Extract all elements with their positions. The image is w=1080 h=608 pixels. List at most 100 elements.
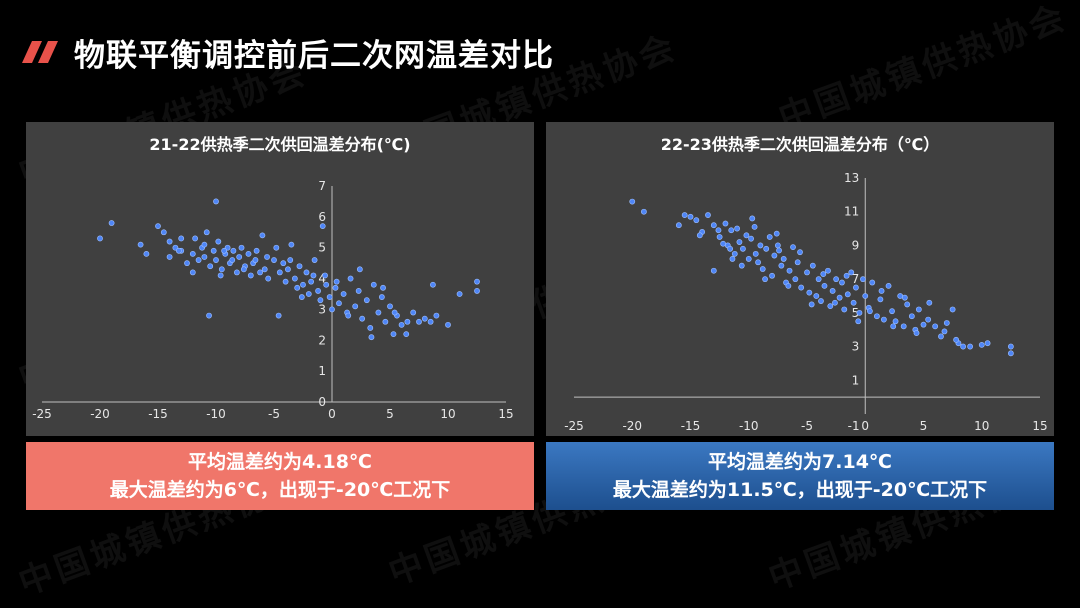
data-point (398, 321, 405, 328)
data-point (813, 293, 820, 299)
y-tick-label: 5 (318, 241, 326, 255)
data-point (310, 272, 317, 279)
data-point (843, 272, 850, 279)
data-point (367, 325, 374, 331)
data-point (192, 235, 199, 242)
data-point (880, 316, 887, 323)
data-point (352, 303, 359, 310)
data-point (382, 318, 389, 325)
data-point (825, 267, 831, 274)
data-point (827, 303, 834, 310)
summary-box-left: 平均温差约为4.18℃ 最大温差约为6℃，出现于-20℃工况下 (26, 442, 534, 510)
data-point (252, 257, 259, 263)
data-point (809, 262, 816, 269)
summary-average-text: 平均温差约为7.14℃ (708, 451, 892, 473)
chart-panel-left: 21-22供热季二次供回温差分布(℃) -25 -20 -15 -10 -5 0 5 10 15… (26, 122, 534, 436)
data-point (915, 306, 922, 313)
summary-max-text: 最大温差约为11.5℃，出现于-20℃工况下 (612, 479, 988, 501)
data-point (766, 234, 773, 240)
x-tick-label: -15 (681, 419, 701, 433)
data-point (238, 244, 245, 251)
data-point (832, 299, 838, 306)
data-point (722, 220, 729, 227)
data-point (855, 318, 862, 325)
x-tick-label: -15 (148, 407, 168, 421)
data-point (841, 306, 848, 313)
data-point (960, 343, 967, 350)
data-point (839, 279, 845, 286)
data-point (359, 315, 366, 322)
x-tick-label: 15 (1032, 419, 1047, 433)
data-point (850, 299, 857, 306)
x-tick-label: 15 (498, 407, 513, 421)
data-point (416, 318, 422, 325)
data-point (629, 198, 636, 205)
data-point (236, 254, 243, 260)
y-tick-label: 5 (852, 306, 860, 320)
data-point (740, 245, 746, 252)
data-point (319, 223, 326, 230)
data-point (97, 235, 103, 242)
data-point (727, 245, 734, 252)
data-point (808, 301, 815, 308)
data-point (943, 320, 950, 326)
data-point (715, 227, 722, 234)
data-point (257, 269, 263, 276)
data-point (298, 294, 305, 300)
data-point (925, 316, 932, 323)
data-point (890, 323, 897, 330)
data-point (253, 247, 260, 254)
data-point (206, 312, 212, 319)
data-point (763, 245, 770, 252)
data-point (329, 306, 335, 313)
data-point (390, 331, 397, 338)
data-point (387, 303, 393, 310)
data-point (259, 232, 266, 239)
data-point (245, 250, 252, 257)
data-point (287, 257, 294, 263)
data-point (889, 308, 895, 315)
data-point (797, 249, 803, 256)
data-point (280, 260, 287, 267)
data-point (178, 235, 185, 242)
data-point (836, 294, 843, 301)
y-tick-label: 7 (852, 272, 860, 286)
data-point (862, 293, 869, 299)
data-point (189, 269, 196, 276)
data-point (175, 247, 182, 254)
x-tick-label: -10 (206, 407, 226, 421)
data-point (275, 312, 282, 319)
data-point (317, 297, 324, 304)
data-point (908, 313, 915, 320)
data-point (430, 281, 436, 288)
data-point (743, 232, 750, 239)
data-point (693, 217, 700, 224)
data-point (166, 254, 173, 260)
data-point (833, 276, 840, 283)
data-point (230, 247, 237, 254)
data-point (294, 284, 301, 291)
x-tick-label: 10 (974, 419, 989, 433)
data-point (143, 250, 150, 257)
data-point (932, 323, 939, 330)
data-point (885, 282, 892, 289)
data-point (794, 259, 801, 266)
data-point (229, 257, 236, 263)
data-point (853, 284, 859, 291)
summary-box-right: 平均温差约为7.14℃ 最大温差约为11.5℃，出现于-20℃工况下 (546, 442, 1054, 510)
data-point (427, 318, 434, 325)
data-point (261, 266, 268, 273)
data-point (1007, 343, 1014, 350)
data-point (900, 323, 907, 330)
data-point (941, 328, 948, 335)
data-point (363, 297, 370, 304)
data-point (755, 259, 761, 266)
data-point (305, 291, 312, 297)
data-point (641, 208, 647, 215)
chart-title: 22-23供热季二次供回温差分布（℃） (661, 135, 940, 154)
x-tick-label: 5 (920, 419, 928, 433)
data-point (474, 278, 480, 285)
data-point (892, 318, 899, 325)
data-point (751, 223, 758, 230)
data-point (769, 272, 775, 279)
